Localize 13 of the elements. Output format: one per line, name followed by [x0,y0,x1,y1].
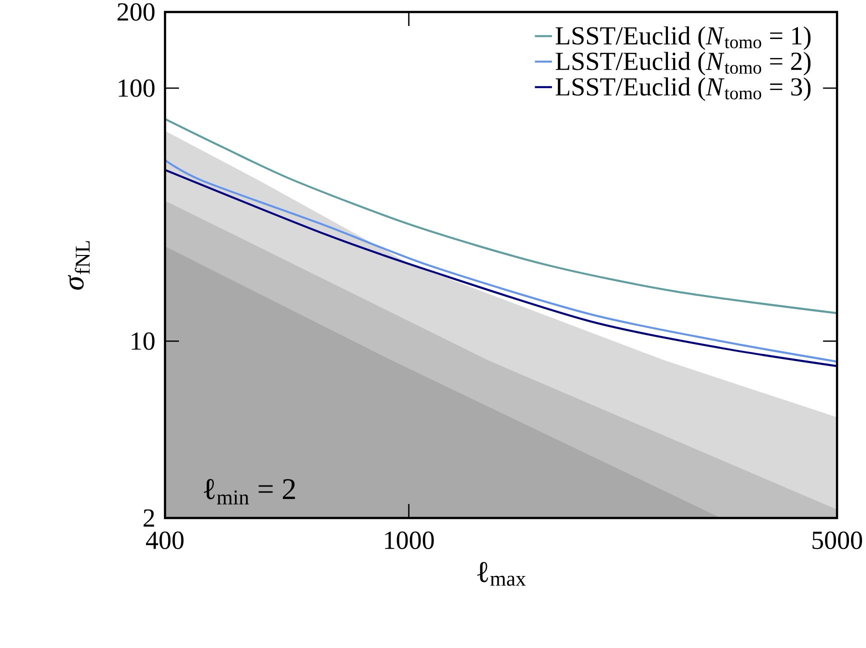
y-tick-label: 2 [144,509,154,527]
x-tick-label: 1000 [385,532,434,550]
legend-label: LSST/Euclid (N$_{tomo}$ = 2) [556,52,811,76]
x-tick-label: 400 [146,532,184,550]
x-tick-label: 5000 [812,532,862,550]
y-axis-title: σ$_{fNL}$ [68,241,90,290]
x-axis-title: ℓ$_{max}$ [477,562,526,586]
y-tick-label: 10 [132,332,154,350]
legend-label: LSST/Euclid (N$_{tomo}$ = 3) [556,77,811,101]
y-tick-label: 200 [118,3,154,21]
y-tick-label: 100 [118,79,154,97]
annotation: ℓ$_{min}$ = 2 [204,479,295,504]
legend-label: LSST/Euclid (N$_{tomo}$ = 1) [556,26,811,50]
